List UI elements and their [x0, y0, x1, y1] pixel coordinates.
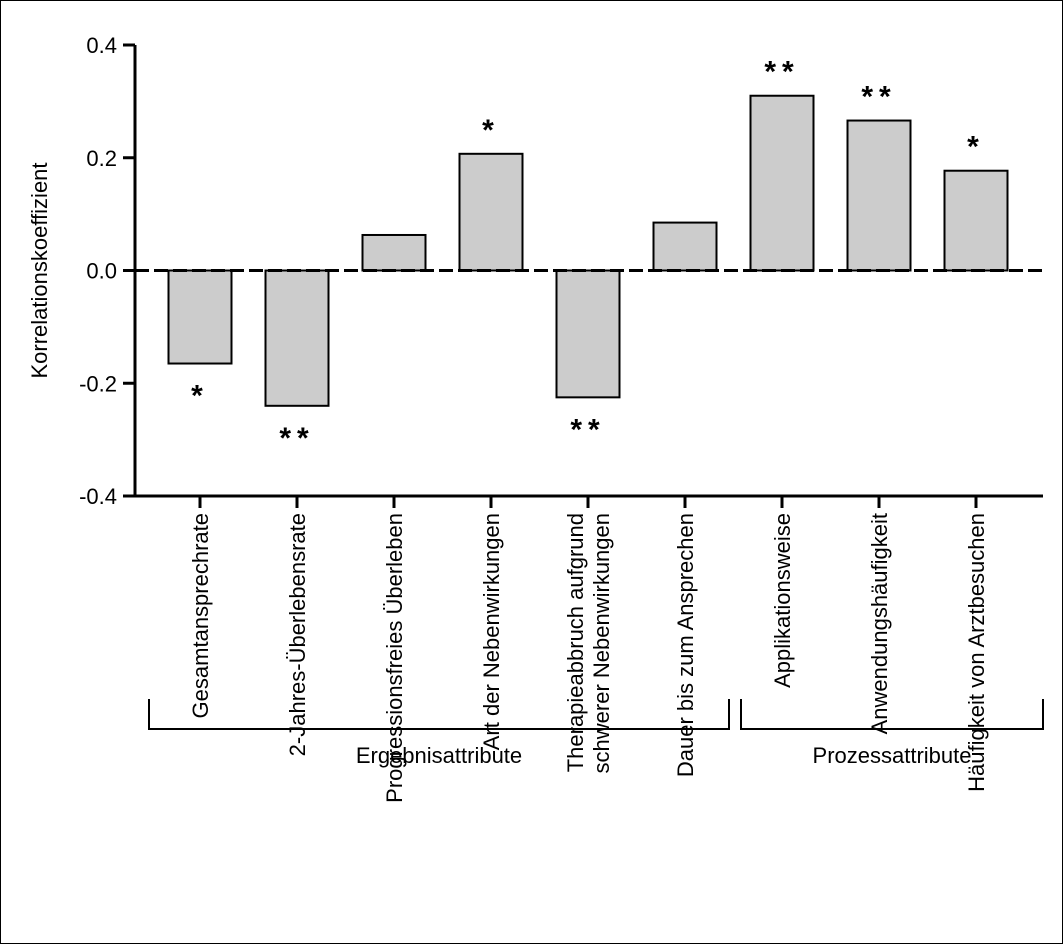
category-label: Applikationsweise [770, 513, 795, 688]
category-label: 2-Jahres-Überlebensrate [285, 513, 310, 756]
bar-9 [943, 169, 1009, 272]
category-label: Häufigkeit von Arztbesuchen [964, 513, 989, 792]
group-label: Prozessattribute [813, 743, 972, 768]
bar-6 [652, 221, 718, 272]
category-label-line: 2-Jahres-Überlebensrate [285, 513, 310, 756]
significance-marker: * [967, 131, 985, 164]
significance-marker: ** [279, 422, 314, 455]
y-tick-label: 0.4 [86, 33, 117, 58]
category-label: Art der Nebenwirkungen [479, 513, 504, 750]
category-label-line: Dauer bis zum Ansprechen [673, 513, 698, 777]
category-label: Anwendungshäufigkeit [867, 513, 892, 734]
category-label-line: Häufigkeit von Arztbesuchen [964, 513, 989, 792]
category-label-line: schwerer Nebenwirkungen [589, 513, 614, 773]
category-label-line: Art der Nebenwirkungen [479, 513, 504, 750]
y-tick-label: 0.0 [86, 259, 117, 284]
significance-marker: ** [861, 81, 896, 114]
category-label-line: Gesamtansprechrate [188, 513, 213, 718]
axes-layer [123, 43, 1044, 730]
bar-4 [458, 152, 524, 272]
category-label-line: Therapieabbruch aufgrund [563, 513, 588, 772]
category-label-line: Progressionsfreies Überleben [382, 513, 407, 803]
category-label: Gesamtansprechrate [188, 513, 213, 718]
group-bracket [740, 699, 1044, 730]
bar-8 [846, 119, 912, 272]
y-axis-title: Korrelationskoeffizient [27, 162, 52, 378]
bar-2 [264, 269, 330, 407]
bar-5 [555, 269, 621, 399]
bar-7 [749, 94, 815, 272]
significance-marker: ** [570, 413, 605, 446]
category-label: Progressionsfreies Überleben [382, 513, 407, 803]
bar-3 [361, 233, 427, 272]
significance-marker: * [191, 380, 209, 413]
significance-marker: * [482, 114, 500, 147]
category-label-line: Anwendungshäufigkeit [867, 513, 892, 734]
bar-1 [167, 269, 233, 365]
group-bracket [148, 699, 730, 730]
y-tick-label: 0.2 [86, 146, 117, 171]
category-label: Therapieabbruch aufgrundschwerer Nebenwi… [563, 513, 614, 773]
category-label-line: Applikationsweise [770, 513, 795, 688]
category-label: Dauer bis zum Ansprechen [673, 513, 698, 777]
significance-marker: ** [764, 56, 799, 89]
y-tick-label: -0.4 [79, 484, 117, 509]
labels-layer: 0.4 0.2 0.0 -0.2 -0.4 Korrelationskoeffizient… [27, 33, 989, 803]
y-tick-label: -0.2 [79, 371, 117, 396]
group-label: Ergebnisattribute [356, 743, 522, 768]
bars-layer [167, 94, 1009, 407]
